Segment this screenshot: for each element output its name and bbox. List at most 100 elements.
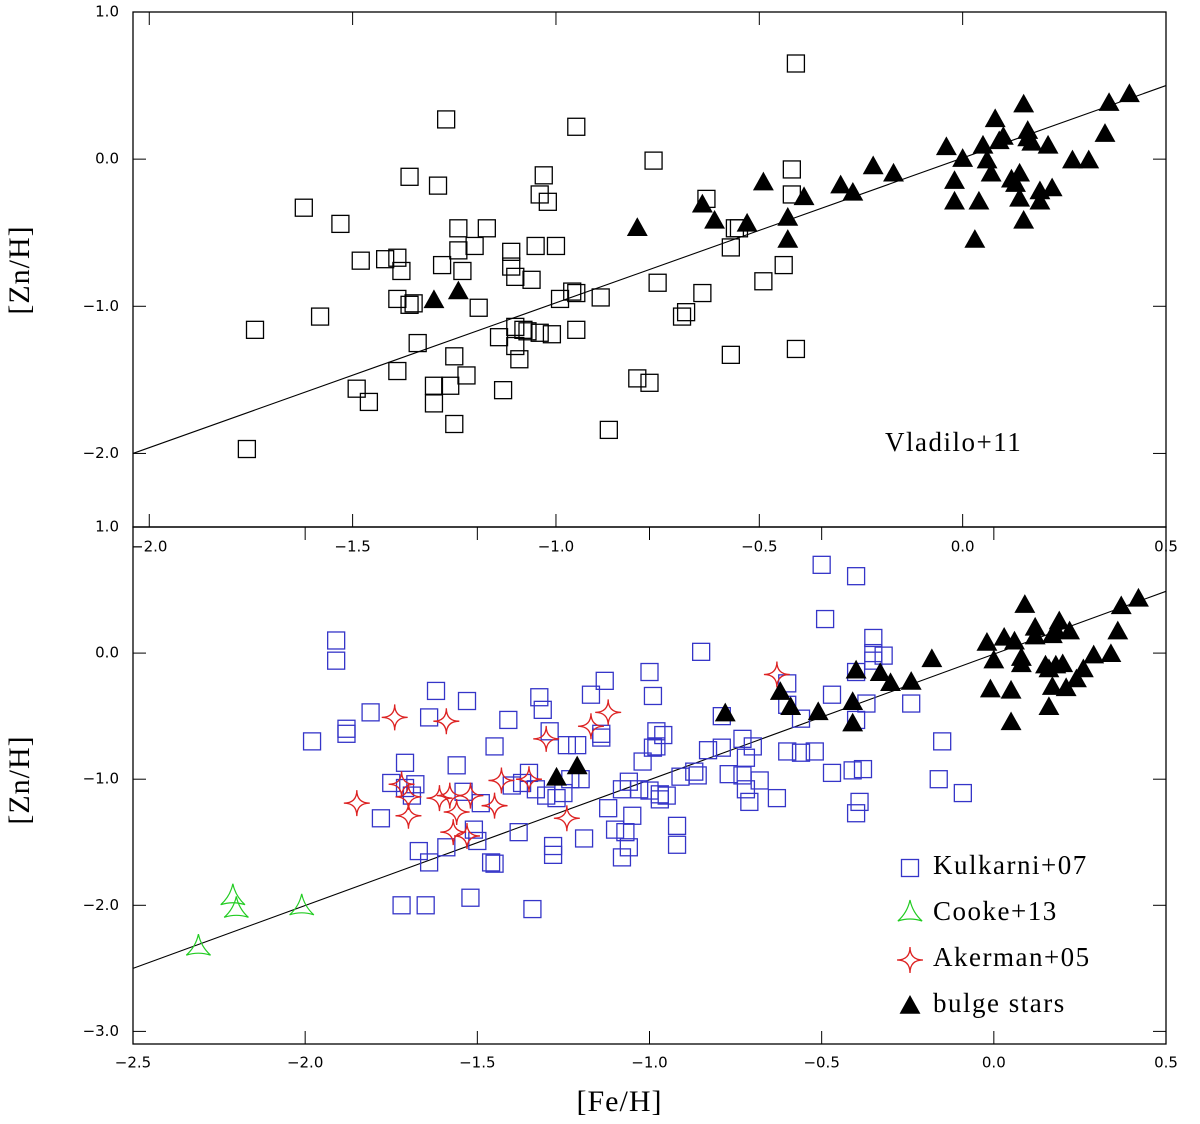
star-marker xyxy=(440,819,467,846)
triangle-marker xyxy=(780,696,802,716)
triangle-marker xyxy=(1118,83,1140,103)
square-marker xyxy=(522,270,541,289)
triangle-marker xyxy=(1107,620,1129,640)
square-marker xyxy=(388,248,407,267)
square-marker xyxy=(640,662,659,682)
square-marker xyxy=(493,381,513,400)
square-marker xyxy=(567,320,586,339)
square-marker xyxy=(526,236,545,256)
star-marker xyxy=(453,822,481,849)
star-marker xyxy=(488,767,515,794)
triangle-marker xyxy=(807,701,829,721)
square-marker xyxy=(953,783,972,803)
square-marker xyxy=(465,236,484,256)
square-marker xyxy=(416,896,435,915)
triangle-marker xyxy=(1029,190,1051,210)
square-marker xyxy=(502,242,521,261)
square-marker xyxy=(650,790,669,809)
x-tick-label: −1.5 xyxy=(459,1054,495,1072)
star-marker xyxy=(433,708,460,735)
triangle-marker xyxy=(1021,131,1043,151)
triangle-marker xyxy=(1013,209,1035,229)
square-marker xyxy=(382,773,401,793)
square-marker xyxy=(648,273,667,292)
triangle-marker xyxy=(1110,595,1132,615)
square-marker xyxy=(822,763,842,783)
star-marker xyxy=(481,792,508,819)
square-marker xyxy=(477,219,496,238)
square-marker xyxy=(351,251,370,270)
square-marker xyxy=(518,322,537,341)
triangle-marker xyxy=(992,126,1014,145)
legend-label: bulge stars xyxy=(933,988,1066,1018)
square-marker xyxy=(359,392,379,412)
square-marker xyxy=(693,283,712,303)
triangle-marker xyxy=(1094,123,1116,142)
square-marker xyxy=(347,379,366,398)
square-marker xyxy=(567,117,586,136)
square-marker xyxy=(437,838,456,857)
triangle-marker xyxy=(691,193,713,213)
triangle-marker xyxy=(1098,92,1120,111)
y-tick-label: 1.0 xyxy=(95,3,119,21)
square-marker xyxy=(481,853,501,872)
square-marker xyxy=(514,320,533,339)
square-marker xyxy=(822,685,842,704)
triangle-marker xyxy=(845,659,867,679)
triangle-marker xyxy=(1128,587,1149,607)
square-marker xyxy=(400,295,419,314)
square-marker xyxy=(546,236,566,256)
triangle-marker xyxy=(944,170,965,189)
y-tick-label: 0.0 xyxy=(95,644,119,662)
y-tick-label: 0.0 xyxy=(95,150,119,168)
square-marker xyxy=(754,272,773,291)
square-marker xyxy=(302,732,322,751)
square-marker xyxy=(933,732,952,751)
square-marker xyxy=(471,794,490,813)
square-marker xyxy=(294,198,313,217)
square-marker xyxy=(550,289,570,309)
square-marker xyxy=(469,298,488,317)
square-marker xyxy=(698,741,718,760)
square-marker xyxy=(805,742,824,761)
square-marker xyxy=(530,688,549,707)
triangle-marker xyxy=(1062,149,1083,169)
square-marker xyxy=(499,710,518,730)
square-marker xyxy=(786,54,806,73)
x-tick-label: −0.5 xyxy=(803,1054,839,1072)
triangle-marker xyxy=(976,632,998,651)
triangle-marker xyxy=(883,162,904,182)
triangle-marker xyxy=(1038,696,1060,716)
cooke-marker xyxy=(289,893,315,916)
square-marker xyxy=(461,888,480,907)
y-tick-label: 1.0 xyxy=(95,518,119,536)
square-marker xyxy=(612,780,632,799)
x-tick-label: −0.5 xyxy=(741,538,777,556)
square-marker xyxy=(327,631,346,650)
triangle-marker xyxy=(979,678,1001,698)
square-marker xyxy=(310,307,330,326)
square-marker xyxy=(449,241,468,260)
square-marker xyxy=(523,899,542,919)
square-marker xyxy=(605,820,625,839)
square-marker xyxy=(782,160,801,179)
square-marker xyxy=(424,394,444,413)
triangle-marker xyxy=(983,649,1005,669)
square-marker xyxy=(502,257,521,276)
square-marker xyxy=(404,294,423,313)
x-axis-label: [Fe/H] xyxy=(577,1085,663,1118)
square-marker xyxy=(667,835,687,854)
triangle-marker xyxy=(862,155,884,175)
x-tick-label: 0.5 xyxy=(1154,1054,1178,1072)
square-marker xyxy=(445,414,464,434)
square-marker xyxy=(902,694,921,713)
square-marker xyxy=(388,289,407,309)
square-marker xyxy=(929,770,948,789)
square-marker xyxy=(530,323,549,342)
triangle-marker xyxy=(964,229,986,248)
square-marker xyxy=(489,328,509,347)
square-marker xyxy=(595,671,614,690)
square-marker xyxy=(563,282,582,301)
square-marker xyxy=(874,646,893,665)
